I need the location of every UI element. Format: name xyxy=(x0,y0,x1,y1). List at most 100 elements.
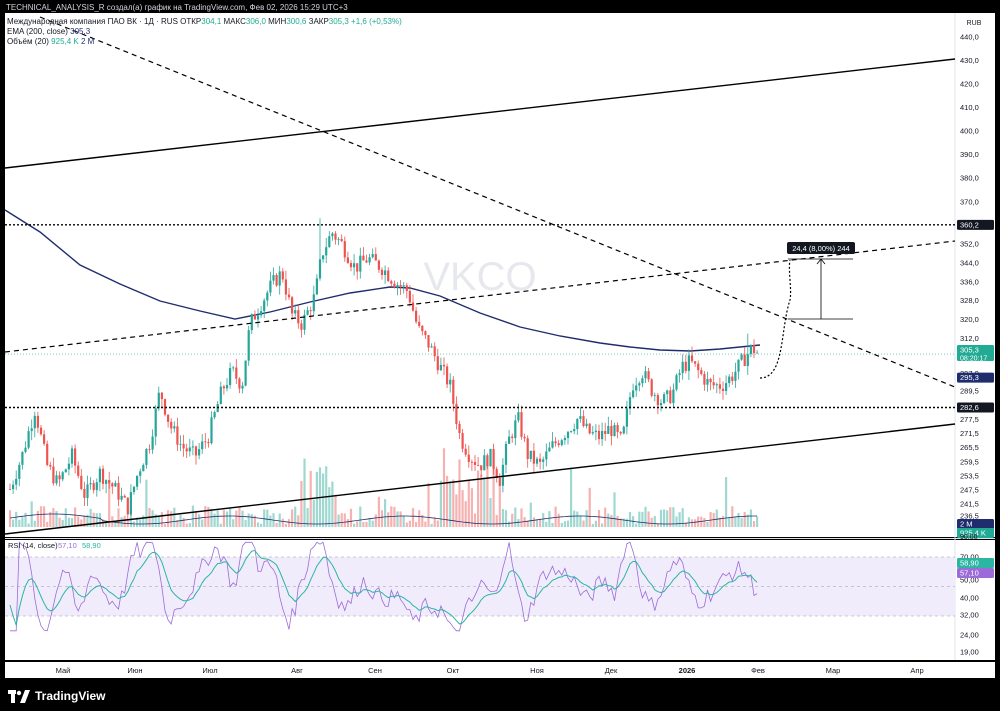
candle-body xyxy=(207,441,210,444)
volume-bar xyxy=(551,522,554,527)
candle-body xyxy=(715,384,718,386)
volume-bar xyxy=(703,518,706,527)
symbol-name[interactable]: Международная компания ПАО ВК · 1Д · RUS xyxy=(7,17,178,26)
volume-bar xyxy=(337,514,340,527)
volume-bar xyxy=(529,502,532,527)
volume-bar xyxy=(588,487,591,527)
volume-bar xyxy=(315,471,318,527)
volume-bar xyxy=(399,511,402,527)
candle-body xyxy=(18,464,21,479)
volume-bar xyxy=(659,509,663,527)
rsi-legend-value: 57,10 xyxy=(58,541,77,550)
candle-body xyxy=(281,271,284,280)
volume-bar xyxy=(167,510,170,527)
volume-bar xyxy=(684,522,687,527)
candle-body xyxy=(160,392,163,400)
candle-body xyxy=(43,434,46,444)
volume-bar xyxy=(188,523,191,527)
volume-bar xyxy=(405,522,408,527)
volume-bar xyxy=(610,515,613,527)
candle-body xyxy=(95,482,98,491)
candle-body xyxy=(46,443,49,465)
candle-body xyxy=(650,379,653,396)
candle-body xyxy=(675,375,678,390)
candle-body xyxy=(24,447,27,452)
candle-body xyxy=(297,310,300,324)
candle-body xyxy=(263,300,266,312)
volume-bar xyxy=(353,523,356,527)
volume-bar xyxy=(21,517,24,527)
tradingview-logo[interactable]: TradingView xyxy=(8,688,105,704)
candle-body xyxy=(672,389,675,404)
volume-bar xyxy=(622,518,625,527)
volume-bar xyxy=(362,522,365,527)
candle-body xyxy=(439,364,442,371)
candle-body xyxy=(328,236,331,248)
volume-label: Объём (20) xyxy=(7,37,49,46)
rsi-ma-line xyxy=(9,549,758,628)
rsi-badge xyxy=(957,568,994,578)
candle-body xyxy=(105,480,108,484)
volume-bar xyxy=(275,522,278,527)
volume-bar xyxy=(678,512,681,527)
volume-bar xyxy=(594,520,597,527)
price-badge xyxy=(957,372,994,383)
volume-bar xyxy=(64,508,67,527)
candle-body xyxy=(659,403,663,406)
watermark-ticker: VKCO xyxy=(423,255,536,299)
volume-bar xyxy=(408,520,411,527)
candle-body xyxy=(213,412,216,418)
volume-bar xyxy=(421,515,424,527)
volume-bar xyxy=(446,475,449,527)
candle-body xyxy=(377,260,380,270)
projection-path xyxy=(759,259,792,379)
candle-body xyxy=(539,458,542,462)
candle-body xyxy=(154,408,157,437)
price-axis-tick: 336,0 xyxy=(960,277,979,286)
ema-legend[interactable]: EMA (200, close) 305,3 xyxy=(7,27,90,36)
volume-bar xyxy=(560,522,563,527)
ema-value: 305,3 xyxy=(70,27,91,36)
price-badge xyxy=(957,345,994,362)
candle-body xyxy=(334,233,337,240)
volume-bar xyxy=(160,512,163,527)
candle-body xyxy=(743,354,746,366)
candle-body xyxy=(111,483,114,487)
volume-bar xyxy=(663,509,666,527)
volume-bar xyxy=(24,512,27,527)
volume-bar xyxy=(523,517,526,527)
time-axis-pane xyxy=(5,662,995,678)
volume-bar xyxy=(346,519,349,527)
volume-value: 925,4 K xyxy=(51,37,79,46)
candle-body xyxy=(139,471,142,476)
volume-bar xyxy=(520,508,523,527)
volume-bar xyxy=(163,523,167,527)
price-axis-tick: 380,0 xyxy=(960,174,979,183)
volume-bar xyxy=(709,512,712,527)
volume-bar xyxy=(576,511,579,527)
candle-body xyxy=(756,352,759,354)
candle-body xyxy=(718,384,721,389)
volume-bar xyxy=(303,458,306,527)
candle-body xyxy=(508,436,511,444)
rsi-line xyxy=(10,541,758,632)
volume-bar xyxy=(36,510,39,527)
candle-body xyxy=(232,367,235,369)
volume-bar xyxy=(297,515,300,527)
volume-bar xyxy=(151,510,154,527)
volume-bar xyxy=(287,519,291,527)
volume-bar xyxy=(387,512,390,527)
candle-body xyxy=(548,447,551,452)
candle-body xyxy=(306,310,309,315)
volume-bar xyxy=(415,522,418,527)
volume-legend[interactable]: Объём (20) 925,4 K 2 M xyxy=(7,37,94,46)
volume-bar xyxy=(573,510,576,527)
volume-bar xyxy=(89,508,92,527)
candle-body xyxy=(520,412,523,437)
candle-body xyxy=(353,263,356,268)
volume-bar xyxy=(77,516,80,527)
candle-body xyxy=(511,436,514,439)
candle-body xyxy=(514,420,517,439)
candle-body xyxy=(644,371,647,379)
